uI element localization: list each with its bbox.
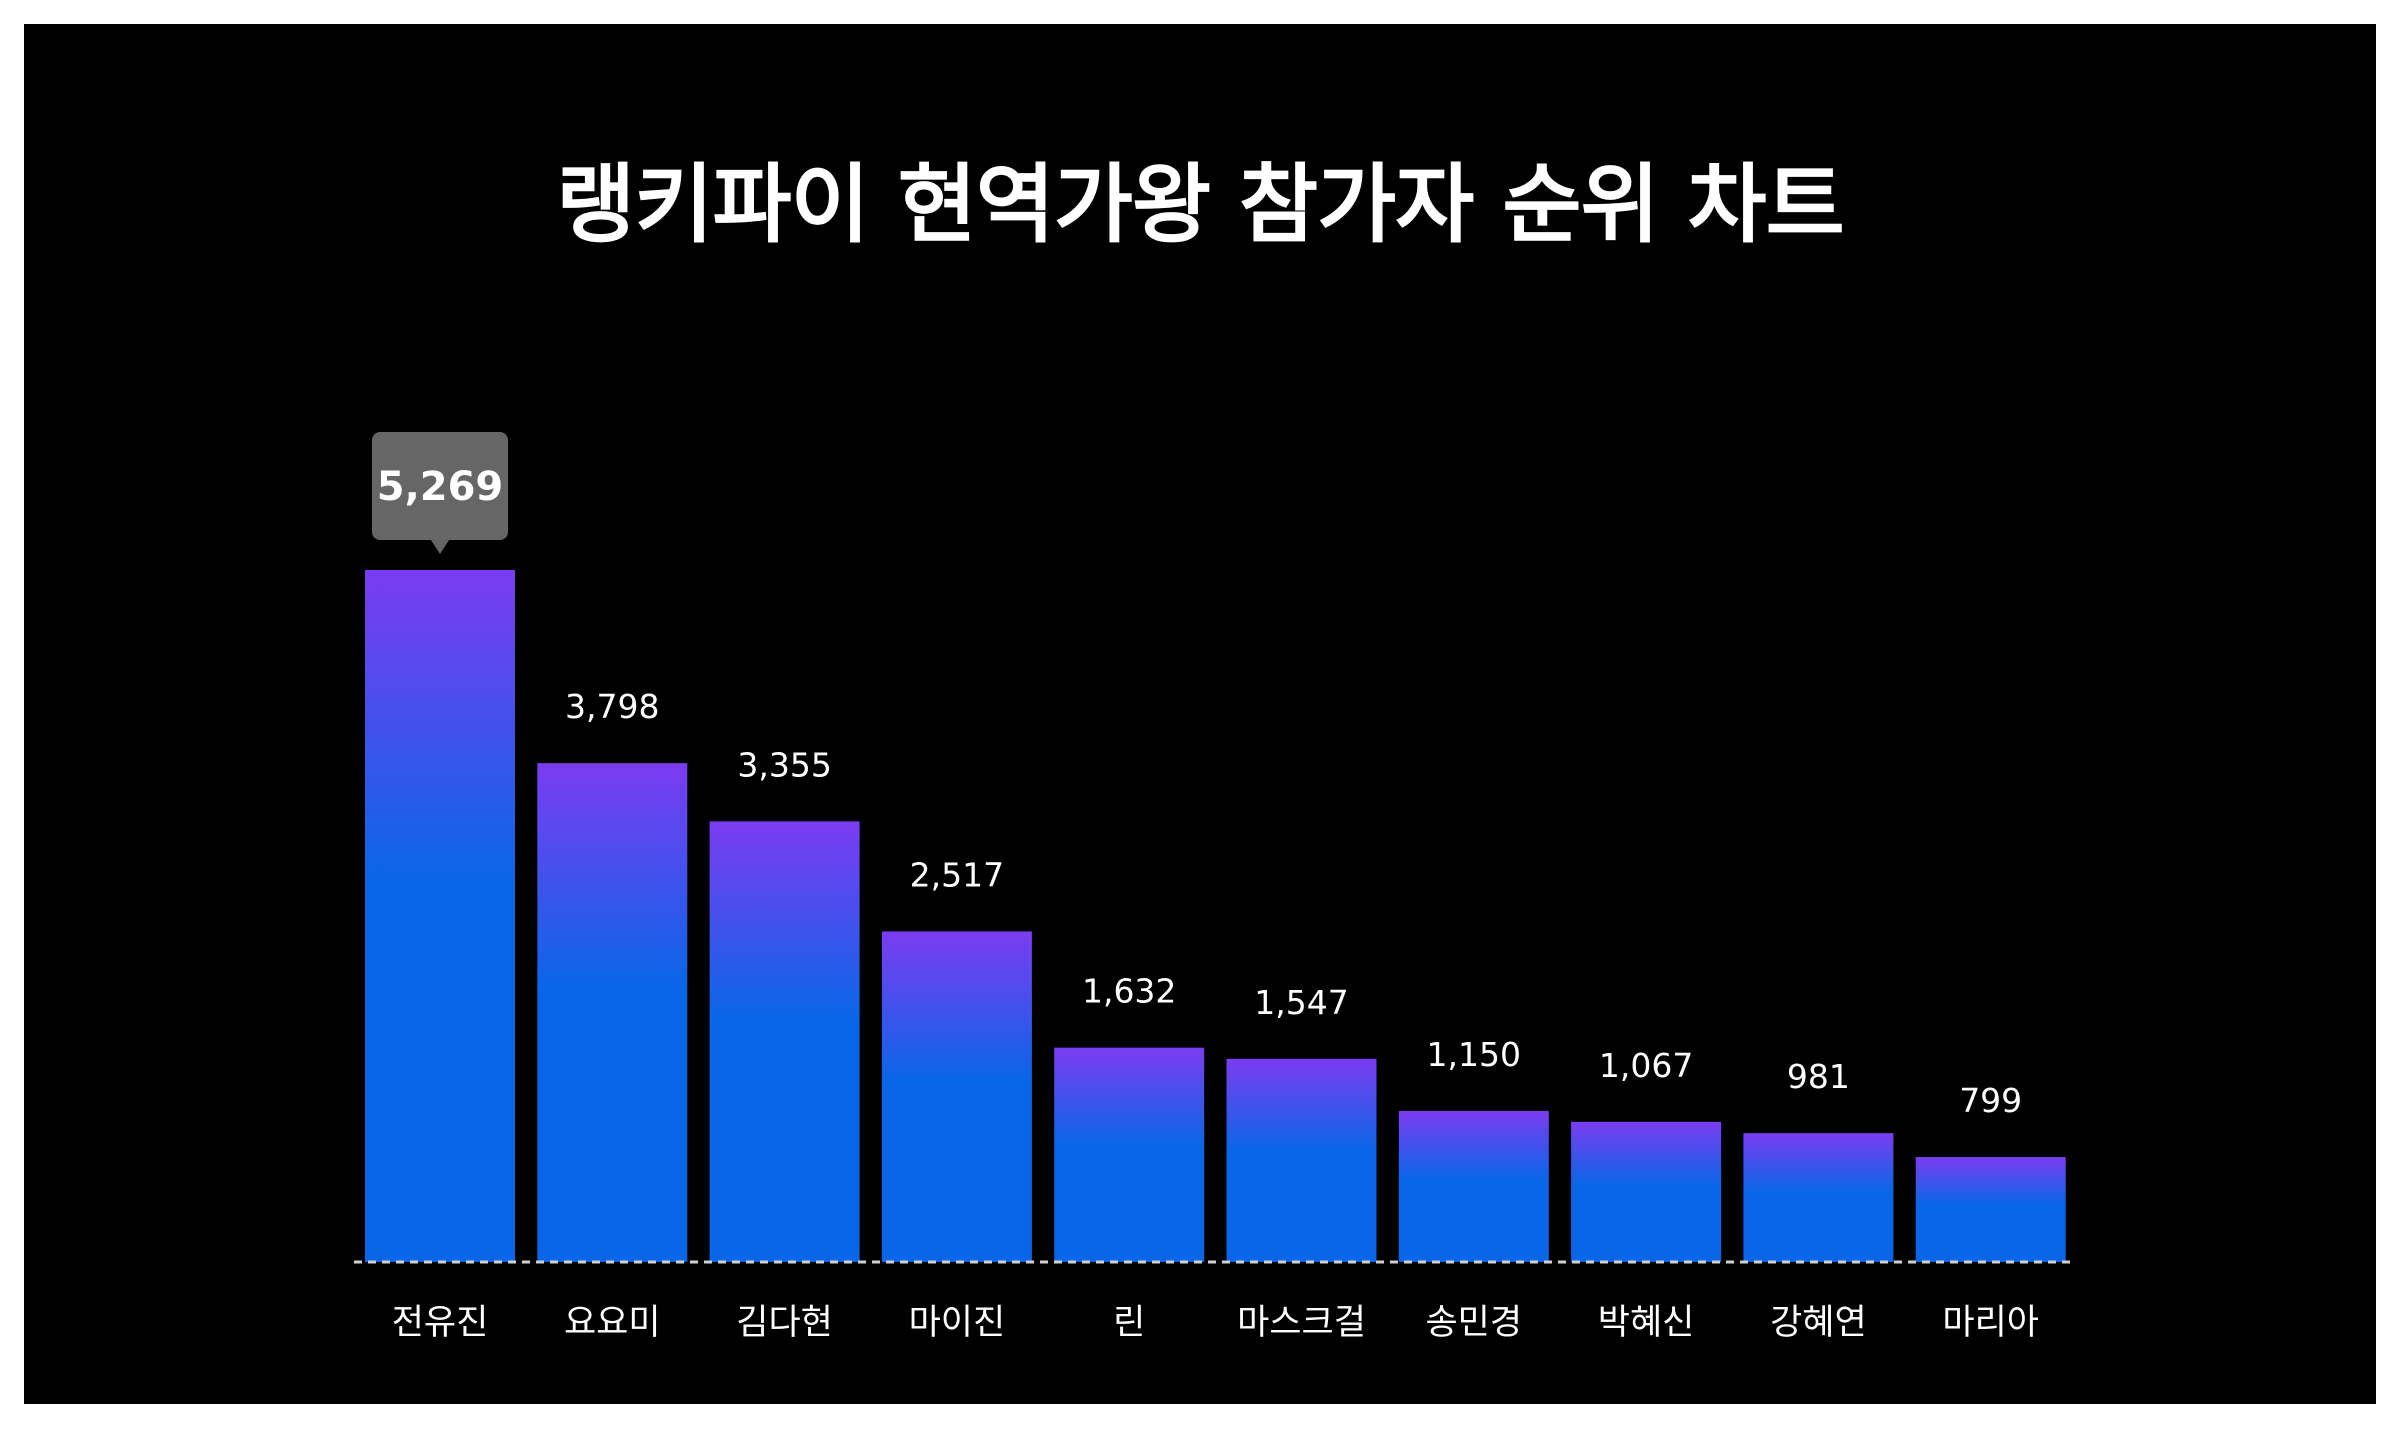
category-label-10: 마리아	[1942, 1303, 2039, 1343]
value-label-5: 1,632	[1082, 972, 1176, 1011]
value-tooltip	[372, 432, 508, 540]
value-tooltip-pointer	[431, 540, 449, 554]
category-label-6: 마스크걸	[1237, 1303, 1366, 1343]
value-label-3: 3,355	[737, 745, 831, 784]
category-label-3: 김다현	[736, 1303, 833, 1343]
category-label-2: 요요미	[564, 1303, 661, 1343]
bar-7[interactable]	[1398, 1110, 1549, 1262]
chart-title: 랭키파이 현역가왕 참가자 순위 차트	[556, 155, 1845, 255]
category-label-8: 박혜신	[1598, 1303, 1695, 1343]
value-label-7: 1,150	[1427, 1035, 1521, 1074]
bar-9[interactable]	[1743, 1133, 1894, 1262]
value-label-6: 1,547	[1254, 983, 1348, 1022]
bar-5[interactable]	[1054, 1047, 1205, 1262]
category-label-9: 강혜연	[1770, 1303, 1867, 1343]
value-label-10: 799	[1959, 1081, 2022, 1120]
bars-group	[365, 570, 2066, 1262]
value-label-4: 2,517	[910, 855, 1004, 894]
value-label-1: 5,269	[377, 464, 504, 510]
value-label-8: 1,067	[1599, 1046, 1693, 1085]
value-label-9: 981	[1787, 1057, 1850, 1096]
bar-6[interactable]	[1226, 1058, 1377, 1262]
labels-group: 5,269 전유진 3,798 요요미 3,355 김다현 2,517 마이진 1,632 린 1,…	[372, 432, 2039, 1343]
category-label-1: 전유진	[392, 1303, 489, 1343]
bar-3[interactable]	[709, 821, 860, 1262]
bar-2[interactable]	[537, 763, 688, 1262]
category-label-7: 송민경	[1425, 1303, 1522, 1343]
category-label-5: 린	[1113, 1303, 1145, 1343]
bar-4[interactable]	[881, 931, 1032, 1262]
bar-10[interactable]	[1915, 1157, 2066, 1262]
category-label-4: 마이진	[909, 1303, 1006, 1343]
bar-8[interactable]	[1571, 1121, 1722, 1262]
bar-1[interactable]	[365, 570, 515, 1262]
value-label-2: 3,798	[565, 687, 659, 726]
